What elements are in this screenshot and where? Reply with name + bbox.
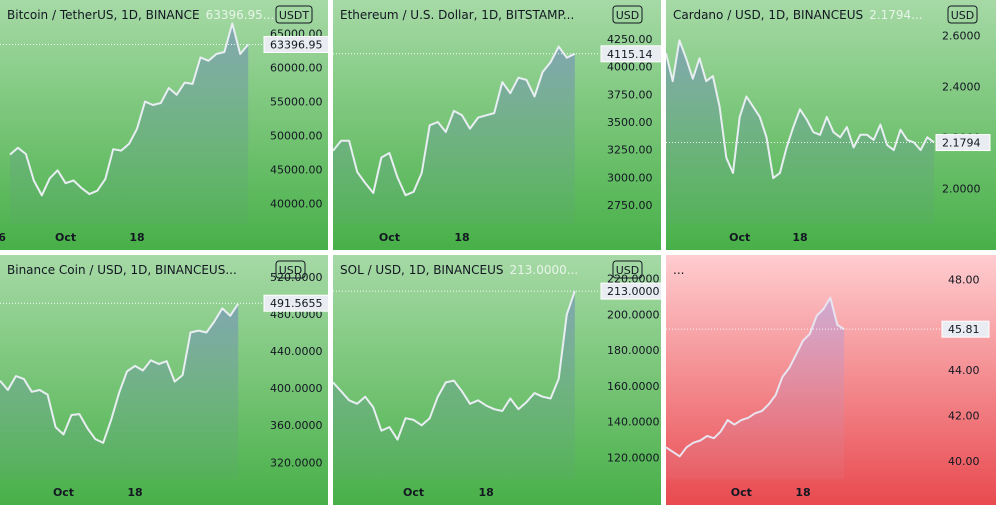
last-price-label: 4115.14 (607, 48, 653, 61)
x-tick-label: 6 (0, 231, 6, 244)
x-tick-label: 18 (127, 486, 142, 499)
price-area (10, 23, 249, 225)
currency-label: USD (951, 9, 975, 22)
chart-panel[interactable]: 48.0046.0044.0042.0040.0045.81Oct18... (666, 255, 996, 505)
x-tick-label: 18 (795, 486, 810, 499)
price-line (0, 303, 240, 444)
price-area (333, 291, 575, 479)
last-price-label: 491.5655 (270, 297, 323, 310)
y-tick-label: 2.0000 (942, 182, 981, 195)
y-tick-label: 4250.00 (607, 33, 653, 46)
symbol-title: Ethereum / U.S. Dollar, 1D, BITSTAMP... (340, 8, 574, 22)
currency-label: USD (616, 9, 640, 22)
y-tick-label: 45000.00 (270, 164, 323, 177)
currency-badge[interactable] (947, 5, 978, 24)
y-tick-label: 40000.00 (270, 198, 323, 211)
last-price-box (263, 36, 328, 54)
y-tick-label: 120.0000 (607, 452, 660, 465)
x-tick-label: 18 (129, 231, 144, 244)
price-line (333, 45, 576, 197)
chart-panel[interactable]: 220.0000 200.0000 180.0000 160.0000 140.0000… (333, 255, 661, 505)
y-tick-label: 140.0000 (607, 416, 660, 429)
currency-badge[interactable] (275, 260, 306, 279)
last-price-box (600, 282, 661, 300)
y-tick-label: 44.00 (948, 364, 980, 377)
symbol-title: Cardano / USD, 1D, BINANCEUS (673, 8, 863, 22)
header-last-price: 2.1794... (869, 8, 922, 22)
price-area (666, 40, 934, 225)
x-tick-label: Oct (403, 486, 424, 499)
price-area (0, 303, 239, 479)
chart-svg: 2.60002.40002.20002.00002.1794Oct18Carda… (666, 0, 996, 250)
chart-svg: 4250.00 4000.00 3750.00 3500.00 3250.00 3000.… (333, 0, 661, 250)
y-tick-label: 40.00 (948, 455, 980, 468)
y-tick-label: 55000.00 (270, 96, 323, 109)
x-tick-label: Oct (55, 231, 76, 244)
y-tick-label: 48.00 (948, 274, 980, 287)
last-price-box (935, 134, 991, 152)
x-tick-label: Oct (731, 486, 752, 499)
chart-svg: 65000.0060000.0055000.0050000.0045000.00… (0, 0, 328, 250)
x-tick-label: 18 (792, 231, 807, 244)
y-tick-label: 3750.00 (607, 88, 653, 101)
y-tick-label: 400.0000 (270, 382, 323, 395)
y-tick-label: 520.0000 (270, 271, 323, 284)
price-line (333, 290, 576, 441)
last-price-label: 213.0000 (607, 285, 660, 298)
y-tick-label: 3250.00 (607, 144, 653, 157)
y-tick-label: 60000.00 (270, 62, 323, 75)
currency-badge[interactable] (275, 5, 313, 24)
symbol-title: Bitcoin / TetherUS, 1D, BINANCE (7, 8, 200, 22)
y-tick-label: 220.0000 (607, 273, 660, 286)
chart-panel[interactable]: 65000.00 60000.00 55000.00 50000.00 45000.00… (0, 0, 328, 250)
currency-badge[interactable] (612, 5, 643, 24)
symbol-title: SOL / USD, 1D, BINANCEUS (340, 263, 504, 277)
last-price-label: 63396.95 (270, 39, 323, 52)
header-last-price: 213.0000... (510, 263, 579, 277)
chart-svg: 520.0000480.0000440.0000400.0000360.0000… (0, 255, 328, 505)
currency-label: USD (279, 264, 303, 277)
y-tick-label: 42.00 (948, 410, 980, 423)
symbol-title: ... (673, 263, 684, 277)
chart-svg: 220.0000 200.0000 180.0000 160.0000 140.0000… (333, 255, 661, 505)
y-tick-label: 440.0000 (270, 345, 323, 358)
header-last-price: 63396.95... (206, 8, 275, 22)
y-tick-label: 50000.00 (270, 130, 323, 143)
last-price-box (941, 320, 990, 338)
chart-svg: 48.0046.0044.0042.0040.0045.81Oct18... (666, 255, 996, 505)
x-tick-label: Oct (53, 486, 74, 499)
price-area (333, 46, 575, 224)
currency-badge[interactable] (612, 260, 643, 279)
chart-panel[interactable]: 4250.00 4000.00 3750.00 3500.00 3250.00 3000.… (333, 0, 661, 250)
y-tick-label: 2750.00 (607, 199, 653, 212)
price-line (666, 39, 935, 180)
last-price-label: 2.1794 (942, 137, 981, 150)
currency-label: USD (616, 264, 640, 277)
x-tick-label: Oct (379, 231, 400, 244)
last-price-label: 45.81 (948, 323, 980, 336)
x-tick-label: Oct (729, 231, 750, 244)
chart-panel[interactable]: 520.0000 480.0000 440.0000 400.0000 360.0000… (0, 255, 328, 505)
y-tick-label: 3000.00 (607, 171, 653, 184)
symbol-title: Binance Coin / USD, 1D, BINANCEUS... (7, 263, 237, 277)
y-tick-label: 4000.00 (607, 61, 653, 74)
last-price-box (263, 294, 328, 312)
y-tick-label: 360.0000 (270, 419, 323, 432)
y-tick-label: 3500.00 (607, 116, 653, 129)
currency-label: USDT (279, 9, 310, 22)
price-line (9, 22, 249, 197)
y-tick-label: 320.0000 (270, 456, 323, 469)
chart-panel[interactable]: 2.60002.40002.20002.00002.1794Oct18Carda… (666, 0, 996, 250)
price-area (666, 297, 845, 479)
y-tick-label: 180.0000 (607, 344, 660, 357)
y-tick-label: 2.4000 (942, 80, 981, 93)
price-line (666, 296, 845, 458)
x-tick-label: 18 (454, 231, 469, 244)
y-tick-label: 2.6000 (942, 29, 981, 42)
last-price-box (600, 45, 661, 63)
x-tick-label: 18 (478, 486, 493, 499)
y-tick-label: 160.0000 (607, 380, 660, 393)
y-tick-label: 200.0000 (607, 308, 660, 321)
